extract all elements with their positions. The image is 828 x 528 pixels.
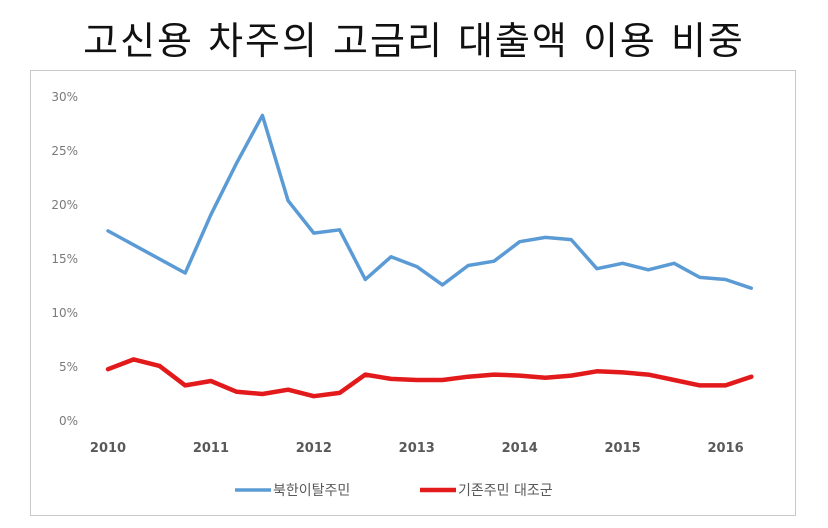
y-tick-label: 15% bbox=[51, 252, 78, 266]
x-tick-label: 2011 bbox=[193, 441, 229, 456]
plot-area-frame bbox=[30, 70, 796, 516]
chart-title: 고신용 차주의 고금리 대출액 이용 비중 bbox=[83, 19, 745, 63]
y-tick-label: 10% bbox=[51, 306, 78, 320]
legend-label: 기존주민 대조군 bbox=[458, 483, 553, 499]
x-tick-label: 2016 bbox=[707, 441, 743, 456]
y-tick-label: 0% bbox=[59, 414, 78, 428]
y-tick-label: 20% bbox=[51, 198, 78, 212]
x-tick-label: 2010 bbox=[90, 441, 126, 456]
series-line-2 bbox=[105, 357, 754, 399]
x-tick-label: 2014 bbox=[502, 441, 538, 456]
x-tick-label: 2012 bbox=[296, 441, 332, 456]
x-tick-label: 2013 bbox=[399, 441, 435, 456]
y-tick-label: 5% bbox=[59, 360, 78, 374]
legend-label: 북한이탈주민 bbox=[273, 483, 350, 499]
series-line-1 bbox=[106, 113, 754, 290]
y-tick-label: 30% bbox=[51, 90, 78, 104]
y-tick-label: 25% bbox=[51, 144, 78, 158]
x-tick-label: 2015 bbox=[605, 441, 641, 456]
